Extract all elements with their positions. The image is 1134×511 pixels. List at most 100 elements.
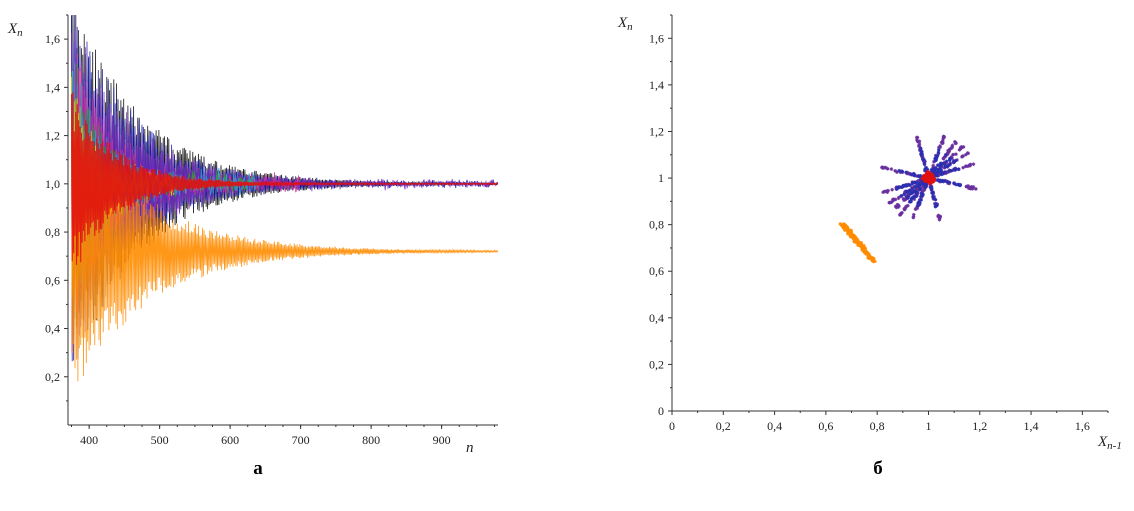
- y-tick-label: 0: [658, 404, 664, 418]
- scatter-point-series-0: [957, 148, 962, 152]
- scatter-point-series-1: [923, 167, 927, 172]
- y-tick-label: 1,4: [45, 80, 60, 94]
- scatter-point-series-2: [855, 241, 860, 245]
- scatter-point-series-1: [909, 199, 913, 204]
- scatter-point-series-1: [909, 172, 913, 176]
- scatter-point-series-0: [964, 184, 969, 189]
- scatter-point-series-0: [940, 139, 945, 143]
- scatter-point-series-0: [937, 217, 942, 222]
- y-tick-label: 1,6: [649, 31, 664, 45]
- scatter-point-series-0: [915, 135, 919, 140]
- scatter-point-series-0: [969, 185, 973, 190]
- scatter-point-series-2: [862, 249, 867, 254]
- scatter-point-series-2: [849, 231, 853, 236]
- scatter-point-series-1: [925, 167, 930, 172]
- x-tick-label: 1,2: [972, 419, 987, 433]
- scatter-point-series-2: [867, 252, 871, 256]
- scatter-point-series-1: [912, 173, 917, 178]
- scatter-point-series-0: [888, 200, 893, 205]
- scatter-point-series-1: [905, 189, 909, 194]
- scatter-point-series-1: [910, 182, 915, 186]
- scatter-point-series-0: [906, 203, 910, 208]
- scatter-point-series-0: [942, 135, 946, 140]
- scatter-point-series-3: [926, 176, 932, 182]
- scatter-point-series-1: [908, 188, 912, 193]
- y-tick-label: 0,8: [649, 218, 664, 232]
- scatter-point-series-0: [931, 163, 935, 168]
- scatter-point-series-1: [933, 170, 937, 175]
- x-tick-label: 1,6: [1075, 419, 1090, 433]
- scatter-point-series-2: [848, 234, 853, 239]
- scatter-point-series-0: [920, 154, 925, 159]
- panel-a-line-chart: 0,2 0,4 0,6 0,8 1,0 1,2 1,4 1,6 400 500 600 700 800 9…: [7, 14, 498, 479]
- scatter-point-series-1: [923, 185, 927, 190]
- scatter-point-series-1: [938, 178, 942, 183]
- scatter-point-series-3: [929, 179, 935, 184]
- y-axis-label: Xn: [7, 21, 23, 39]
- scatter-point-series-0: [966, 151, 970, 156]
- scatter-point-series-0: [945, 152, 950, 156]
- scatter-point-series-1: [948, 157, 952, 161]
- panel-label-b: б: [873, 458, 883, 479]
- scatter-point-series-1: [934, 172, 939, 177]
- scatter-point-series-1: [920, 149, 924, 154]
- x-tick-label: 800: [362, 433, 380, 447]
- scatter-point-series-2: [856, 239, 860, 243]
- scatter-point-series-2: [841, 224, 846, 228]
- scatter-point-series-1: [904, 184, 909, 188]
- scatter-point-series-0: [889, 167, 894, 171]
- scatter-point-series-1: [913, 184, 918, 189]
- scatter-point-series-1: [934, 156, 938, 161]
- scatter-point-series-1: [934, 166, 938, 171]
- scatter-point-series-1: [945, 180, 950, 184]
- scatter-point-series-1: [943, 164, 947, 168]
- scatter-point-series-0: [906, 190, 911, 194]
- scatter-point-series-1: [908, 191, 913, 196]
- scatter-point-series-1: [924, 168, 929, 172]
- scatter-point-series-0: [895, 202, 900, 207]
- scatter-point-series-1: [941, 161, 946, 166]
- scatter-point-series-0: [967, 186, 971, 190]
- scatter-point-series-1: [916, 174, 921, 178]
- scatter-point-series-1: [923, 183, 927, 187]
- scatter-point-series-1: [924, 165, 928, 170]
- scatter-point-series-3: [928, 172, 934, 178]
- y-tick-label: 1,4: [649, 78, 664, 92]
- scatter-point-series-3: [922, 174, 928, 180]
- scatter-point-series-2: [849, 228, 854, 233]
- scatter-point-series-1: [939, 178, 943, 183]
- scatter-point-series-0: [942, 156, 946, 160]
- scatter-points: [838, 134, 978, 264]
- scatter-point-series-1: [937, 170, 942, 174]
- scatter-point-series-1: [902, 192, 907, 197]
- x-tick-label: 0,2: [716, 419, 731, 433]
- scatter-point-series-1: [939, 163, 944, 168]
- scatter-point-series-1: [932, 196, 936, 201]
- scatter-point-series-0: [898, 212, 903, 217]
- scatter-point-series-1: [918, 197, 922, 202]
- scatter-point-series-1: [909, 197, 914, 202]
- scatter-point-series-2: [858, 241, 863, 245]
- y-tick-label: 1,2: [649, 124, 664, 138]
- scatter-point-series-1: [936, 148, 941, 152]
- scatter-point-series-1: [943, 170, 947, 174]
- scatter-point-series-1: [941, 172, 945, 176]
- scatter-point-series-1: [942, 178, 947, 183]
- scatter-point-series-0: [915, 179, 920, 183]
- scatter-point-series-1: [914, 191, 919, 195]
- scatter-point-series-0: [960, 155, 964, 159]
- y-tick-label: 0,2: [45, 370, 60, 384]
- scatter-point-series-2: [854, 236, 858, 240]
- scatter-point-series-1: [906, 183, 911, 187]
- scatter-point-series-0: [968, 162, 973, 167]
- x-tick-label: 0,8: [870, 419, 885, 433]
- x-tick-label: 0: [669, 419, 675, 433]
- scatter-point-series-1: [912, 189, 917, 193]
- scatter-point-series-0: [896, 196, 901, 200]
- x-tick-label: 1: [925, 419, 931, 433]
- scatter-point-series-0: [955, 158, 959, 162]
- scatter-point-series-0: [938, 145, 942, 149]
- scatter-point-series-1: [895, 187, 899, 191]
- y-tick-label: 0,6: [649, 264, 664, 278]
